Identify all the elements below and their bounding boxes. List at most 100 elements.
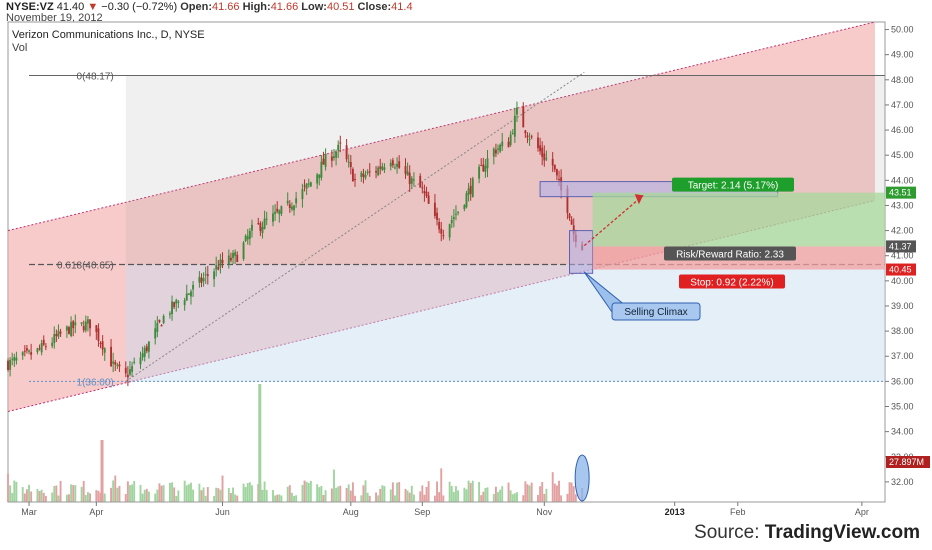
volume-bar	[204, 495, 207, 502]
fib-label: 0.618(40.65)	[57, 261, 114, 272]
volume-bar	[295, 495, 298, 502]
stop-label-bg	[679, 274, 785, 289]
chart-title: Verizon Communications Inc., D, NYSE	[12, 29, 205, 41]
volume-bar	[566, 493, 569, 502]
volume-bar	[202, 487, 205, 502]
candle-body	[173, 302, 176, 308]
volume-bar	[187, 484, 190, 502]
volume-bar	[322, 494, 325, 502]
y-tick-label: 43.00	[891, 200, 914, 210]
candle-body	[162, 315, 165, 323]
volume-bar	[366, 492, 369, 502]
volume-bar	[398, 482, 401, 502]
last-price: 41.40	[56, 1, 85, 13]
candle-body	[141, 353, 144, 358]
source-name: TradingView.com	[764, 522, 920, 543]
candle-body	[288, 204, 291, 208]
candle-body	[572, 225, 575, 235]
volume-bar	[555, 485, 558, 502]
candle-body	[74, 322, 77, 326]
candle-body	[499, 144, 502, 152]
low-label: Low:	[301, 1, 327, 13]
candle-body	[227, 255, 230, 265]
volume-bar	[215, 487, 218, 502]
candle-body	[522, 106, 525, 128]
candle-body	[11, 358, 14, 360]
candle-body	[133, 361, 136, 363]
volume-bar	[103, 493, 106, 502]
candle-body	[486, 158, 489, 169]
candle-body	[471, 178, 474, 198]
channel-band	[8, 22, 875, 412]
volume-bar	[511, 494, 514, 502]
change-arrow-icon: ▼	[87, 1, 99, 13]
volume-bar	[263, 481, 266, 502]
volume-bar	[507, 482, 510, 502]
volume-bar	[183, 480, 186, 502]
volume-bar	[568, 482, 571, 502]
candle-body	[263, 218, 266, 229]
candle-body	[55, 333, 58, 336]
y-tick-label: 37.00	[891, 351, 914, 361]
open-label: Open:	[180, 1, 212, 13]
candle-body	[379, 166, 382, 169]
candle-body	[219, 259, 222, 268]
candle-body	[131, 366, 134, 372]
volume-bar	[232, 487, 234, 502]
channel-upper-line	[7, 21, 876, 232]
candle-body	[274, 211, 277, 214]
y-tick-label: 44.00	[891, 175, 914, 185]
volume-bar	[389, 489, 392, 502]
ratio-label-bg	[664, 246, 796, 261]
volume-bar	[333, 469, 335, 502]
callout-text: Selling Climax	[624, 307, 687, 318]
candle-body	[555, 169, 558, 176]
volume-bar	[13, 480, 16, 502]
volume-bar	[221, 475, 224, 502]
volume-bar	[572, 486, 575, 502]
candle-body	[30, 352, 33, 355]
candle-body	[261, 227, 264, 234]
candle-body	[114, 362, 117, 365]
volume-bar	[408, 492, 411, 502]
volume-bar	[15, 481, 18, 502]
volume-bar	[309, 480, 312, 502]
volume-bar	[244, 487, 247, 502]
volume-bar	[68, 494, 70, 502]
volume-bar	[112, 480, 115, 502]
volume-bar	[82, 480, 85, 502]
volume-bar	[177, 490, 180, 502]
x-tick-label: Apr	[855, 507, 869, 517]
volume-bar	[524, 481, 527, 502]
candle-body	[171, 301, 173, 314]
volume-bar	[53, 486, 56, 502]
y-tick-label: 49.00	[891, 50, 914, 60]
volume-bar	[423, 494, 426, 502]
candle-body	[516, 107, 518, 115]
volume-bar	[467, 480, 470, 502]
candle-body	[246, 236, 249, 240]
volume-spike	[258, 384, 262, 502]
candle-body	[368, 171, 371, 173]
volume-bar	[465, 489, 468, 502]
volume-bar	[21, 487, 24, 502]
volume-bar	[522, 495, 525, 502]
volume-bar	[219, 489, 222, 502]
price-tag	[886, 240, 916, 253]
volume-bar	[280, 495, 283, 502]
volume-bar	[362, 485, 365, 502]
fib-label: 1(36.00)	[77, 377, 114, 388]
volume-bar	[7, 473, 9, 502]
candle-body	[408, 172, 411, 185]
volume-bar	[160, 485, 163, 502]
candle-body	[116, 364, 119, 366]
price-tag	[886, 263, 916, 276]
volume-bar	[425, 486, 428, 502]
candle-body	[558, 179, 560, 181]
candle-body	[217, 267, 220, 270]
volume-bar	[131, 484, 134, 502]
candle-body	[501, 141, 504, 147]
candle-body	[101, 341, 104, 350]
channel-lower-line	[7, 199, 876, 413]
